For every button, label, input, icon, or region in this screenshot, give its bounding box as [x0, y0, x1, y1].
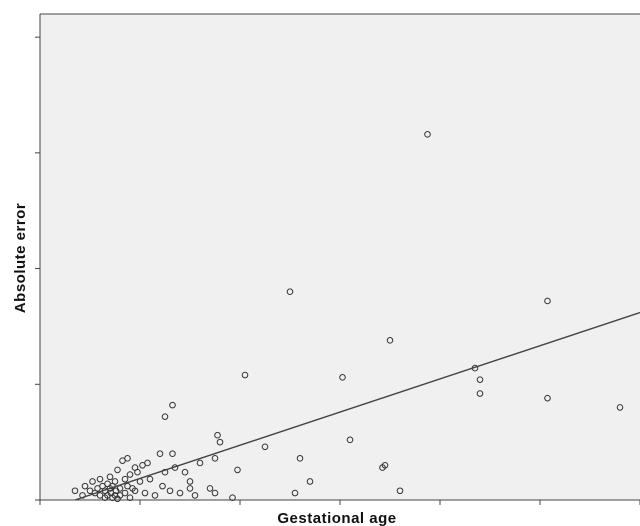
data-point — [81, 482, 89, 490]
data-point — [134, 468, 141, 476]
data-point — [339, 374, 346, 381]
data-point — [381, 461, 389, 469]
data-point — [234, 466, 241, 474]
x-axis-title: Gestational age — [277, 510, 396, 526]
axis-ticks — [35, 36, 640, 505]
data-point — [96, 475, 104, 483]
data-point — [424, 131, 431, 138]
data-point — [544, 394, 551, 402]
data-point — [121, 489, 129, 497]
data-point — [216, 438, 224, 446]
data-point — [126, 471, 134, 478]
data-point — [146, 475, 154, 483]
data-point — [169, 401, 176, 409]
data-point — [159, 482, 166, 490]
data-point — [111, 478, 119, 485]
data-point — [151, 492, 159, 499]
data-point — [206, 485, 214, 492]
data-point — [229, 494, 236, 501]
data-point — [476, 376, 484, 383]
data-point — [386, 337, 394, 344]
data-point — [214, 431, 221, 439]
data-point — [114, 466, 121, 474]
data-point — [186, 478, 194, 485]
data-point — [106, 473, 114, 481]
data-point — [161, 413, 169, 420]
data-point — [544, 297, 551, 305]
data-point — [176, 489, 184, 497]
data-point — [191, 492, 199, 499]
data-point — [71, 487, 79, 495]
data-points — [71, 131, 624, 503]
data-point — [124, 455, 131, 462]
data-point — [169, 450, 176, 458]
data-point — [396, 487, 404, 495]
data-point — [196, 459, 204, 467]
data-point — [156, 450, 164, 458]
data-point — [346, 436, 354, 444]
data-point — [261, 443, 269, 451]
data-point — [286, 288, 294, 296]
data-point — [126, 494, 134, 501]
data-point — [296, 455, 304, 462]
data-point — [89, 478, 96, 485]
fit-line — [74, 311, 640, 501]
data-point — [306, 478, 314, 485]
data-point — [166, 487, 174, 495]
data-point — [141, 489, 149, 497]
data-point — [291, 489, 299, 497]
data-point — [616, 404, 624, 411]
data-point — [186, 485, 194, 492]
plot-area — [40, 14, 640, 500]
data-point — [131, 487, 139, 495]
data-point — [476, 390, 484, 397]
data-point — [121, 475, 129, 483]
data-point — [211, 455, 219, 462]
data-point — [211, 489, 219, 497]
data-point — [181, 468, 189, 476]
data-point — [241, 371, 249, 379]
y-axis-title: Absolute error — [12, 203, 29, 313]
data-point — [144, 459, 151, 467]
